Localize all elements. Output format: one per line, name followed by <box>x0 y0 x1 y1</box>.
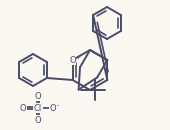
Text: Cl: Cl <box>34 103 42 112</box>
Text: O: O <box>69 56 76 64</box>
Text: O: O <box>20 103 26 112</box>
Text: O: O <box>50 103 56 112</box>
Text: -: - <box>57 102 59 108</box>
Text: O: O <box>35 92 41 100</box>
Text: +: + <box>75 54 80 60</box>
Text: O: O <box>35 115 41 125</box>
